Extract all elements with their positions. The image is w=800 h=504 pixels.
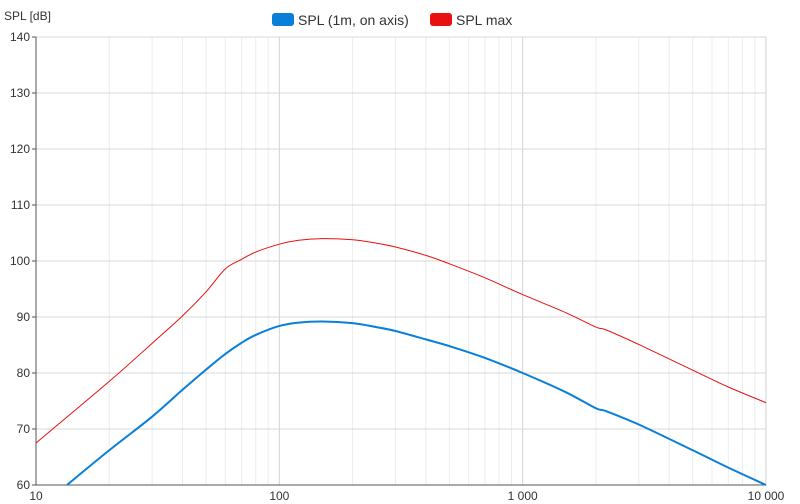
series-line-spl-max <box>35 238 767 444</box>
y-tick-label: 90 <box>17 310 31 324</box>
y-tick-label: 80 <box>17 366 31 380</box>
y-tick-label: 140 <box>10 30 30 44</box>
y-tick-label: 60 <box>17 478 31 492</box>
y-tick-label: 130 <box>10 86 30 100</box>
legend-item-spl-max[interactable]: SPL max <box>430 12 512 28</box>
x-tick-label: 100 <box>269 489 289 503</box>
x-tick-labels: 10 100 1 000 10 000 <box>29 489 784 503</box>
major-gridlines <box>35 36 767 486</box>
legend-label: SPL (1m, on axis) <box>298 12 409 28</box>
x-tick-label: 10 <box>29 489 43 503</box>
legend[interactable]: SPL (1m, on axis) SPL max <box>272 12 512 28</box>
y-tick-label: 120 <box>10 142 30 156</box>
series-lines <box>35 238 767 486</box>
x-tick-label: 1 000 <box>508 489 538 503</box>
legend-swatch <box>272 13 294 26</box>
y-tick-label: 70 <box>17 422 31 436</box>
y-tick-label: 110 <box>11 198 30 212</box>
y-axis-label: SPL [dB] <box>4 9 51 23</box>
axes <box>32 36 766 486</box>
legend-label: SPL max <box>456 12 512 28</box>
series-line-spl-on-axis <box>66 320 767 486</box>
y-tick-labels: 60 70 80 90 100 110 120 130 140 <box>10 30 30 492</box>
y-tick-label: 100 <box>10 254 30 268</box>
x-tick-label: 10 000 <box>748 489 785 503</box>
legend-item-spl-on-axis[interactable]: SPL (1m, on axis) <box>272 12 409 28</box>
legend-swatch <box>430 13 452 26</box>
